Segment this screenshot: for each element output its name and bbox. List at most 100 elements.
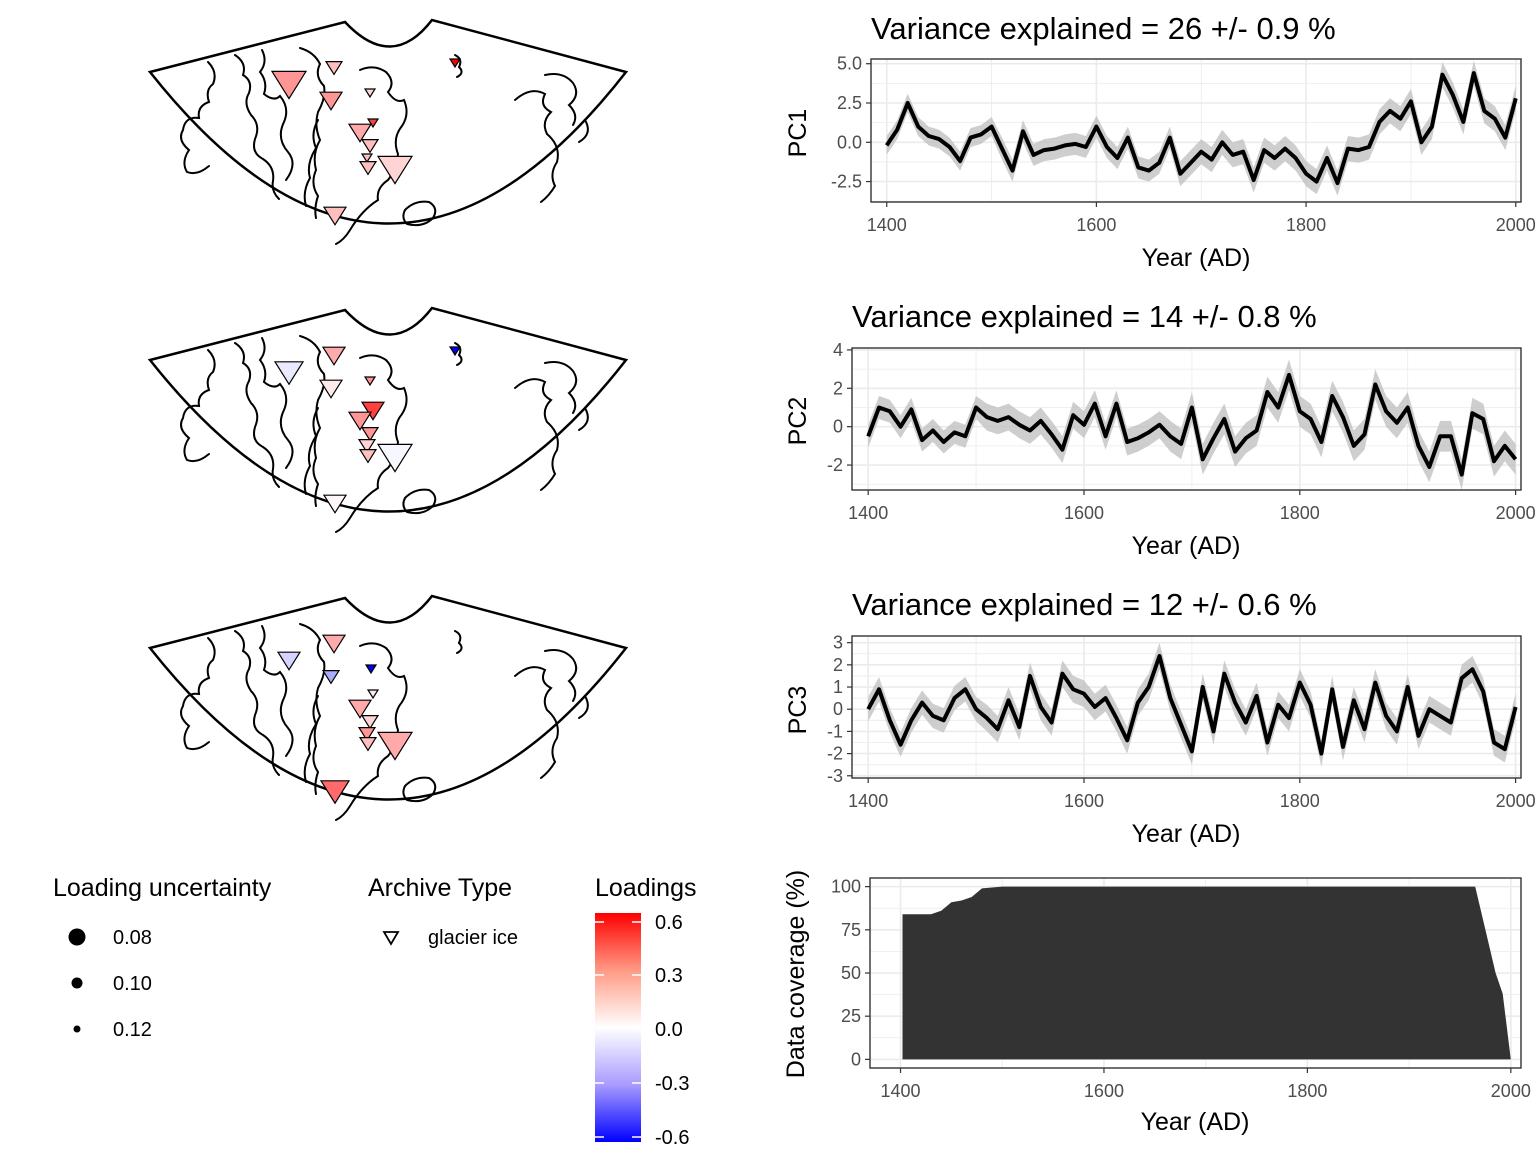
site-marker: [358, 449, 378, 464]
site-marker: [448, 58, 462, 69]
coastline: [303, 407, 319, 495]
panel-border: [870, 58, 1522, 203]
map-pc3: [147, 594, 629, 821]
coastline: [514, 666, 559, 779]
coastline: [234, 630, 280, 776]
y-tick-label: -3: [827, 766, 843, 786]
y-tick-label: 25: [841, 1006, 861, 1026]
x-tick-label: 1600: [1076, 215, 1116, 235]
y-tick-label: 4: [833, 340, 843, 360]
x-tick-label: 1800: [1286, 215, 1326, 235]
coastline: [335, 354, 408, 533]
site-marker: [363, 376, 377, 387]
site-marker: [347, 699, 373, 719]
coastline: [578, 695, 589, 719]
y-tick-label: 3: [833, 633, 843, 653]
coastline: [234, 342, 280, 488]
site-marker: [360, 401, 386, 421]
x-tick-label: 2000: [1496, 791, 1536, 811]
y-tick-label: 2: [833, 378, 843, 398]
coastline: [258, 337, 294, 469]
x-tick-label: 1800: [1287, 1081, 1327, 1101]
coverage-xlabel: Year (AD): [1141, 1108, 1250, 1136]
map-frame: [147, 594, 629, 801]
coastline: [578, 407, 589, 431]
colorbar-ticks: [595, 921, 641, 1138]
x-tick-label: 1400: [848, 791, 888, 811]
site-marker: [318, 379, 344, 399]
legend-archive-label: glacier ice: [428, 927, 518, 949]
y-tick-label: 75: [841, 920, 861, 940]
coastline: [454, 342, 463, 366]
y-tick-label: -2: [827, 744, 843, 764]
y-tick-label: 100: [831, 877, 861, 897]
coastline: [335, 66, 408, 245]
site-marker: [357, 439, 377, 454]
legend-archive-title: Archive Type: [368, 874, 512, 902]
site-marker: [358, 161, 378, 176]
legend-uncertainty-label: 0.10: [113, 973, 152, 995]
coastline: [258, 49, 294, 181]
site-marker: [366, 689, 380, 700]
coastline: [180, 61, 216, 175]
legend-uncertainty-title: Loading uncertainty: [53, 874, 272, 902]
legend-uncertainty-key-medium: [71, 977, 83, 989]
pc2-xlabel: Year (AD): [1132, 532, 1241, 560]
pc2-title: Variance explained = 14 +/- 0.8 %: [852, 299, 1317, 334]
site-marker: [324, 60, 344, 76]
x-tick-label: 2000: [1496, 215, 1536, 235]
coastline: [299, 623, 326, 795]
legend-uncertainty-key-small: [73, 1025, 81, 1033]
site-marker: [319, 780, 351, 805]
site-marker: [347, 123, 373, 143]
site-marker: [360, 153, 374, 164]
site-marker: [360, 715, 380, 730]
pc1-xlabel: Year (AD): [1142, 244, 1251, 272]
y-tick-label: -2: [827, 455, 843, 475]
coverage-area: [902, 886, 1511, 1060]
uncertainty-ribbon: [886, 60, 1516, 196]
y-tick-label: 0: [851, 1049, 861, 1069]
site-marker: [448, 346, 462, 357]
site-marker: [270, 70, 308, 100]
colorbar-tick-label: 0.0: [655, 1019, 683, 1041]
coverage-panel: Data coverage (%) Year (AD) 1400 1600 1800…: [782, 870, 1531, 1136]
legend-loadings: Loadings 0.6 0.3 0.0 -0.3 -0.6: [595, 874, 696, 1149]
x-tick-label: 2000: [1491, 1081, 1531, 1101]
pc3-panel: Variance explained = 12 +/- 0.6 % PC3 Ye…: [784, 587, 1536, 848]
pc1-title: Variance explained = 26 +/- 0.9 %: [871, 11, 1336, 46]
map-frame: [147, 18, 629, 225]
colorbar-tick-label: -0.3: [655, 1073, 689, 1095]
map-pc2: [147, 306, 629, 533]
coastline: [303, 695, 319, 783]
pc3-title: Variance explained = 12 +/- 0.6 %: [852, 587, 1317, 622]
legend-uncertainty: Loading uncertainty 0.08 0.10 0.12: [53, 874, 272, 1041]
y-tick-label: 5.0: [837, 54, 862, 74]
y-tick-label: 0.0: [837, 132, 862, 152]
panel-border: [851, 635, 1522, 779]
series-line: [866, 654, 1518, 756]
colorbar-tick-label: 0.6: [655, 912, 683, 934]
site-marker: [273, 361, 305, 386]
coastline: [402, 488, 437, 515]
coverage-ylabel: Data coverage (%): [782, 870, 810, 1078]
site-marker: [321, 634, 347, 654]
coastline: [180, 349, 216, 463]
pc3-ylabel: PC3: [784, 686, 812, 735]
pc1-ylabel: PC1: [784, 109, 812, 158]
coastline: [402, 200, 437, 227]
pc2-ylabel: PC2: [784, 397, 812, 446]
pc2-panel: Variance explained = 14 +/- 0.8 % PC2 Ye…: [784, 299, 1536, 560]
coastline: [303, 119, 319, 207]
coastline: [234, 54, 280, 200]
coastline: [402, 776, 437, 803]
coastline: [544, 361, 578, 414]
coastline: [514, 90, 559, 203]
site-marker: [322, 494, 348, 514]
site-marker: [357, 727, 377, 742]
y-tick-label: 50: [841, 963, 861, 983]
x-tick-label: 1400: [848, 503, 888, 523]
site-marker: [358, 737, 378, 752]
series-line: [866, 372, 1518, 477]
panel-border: [851, 347, 1522, 491]
